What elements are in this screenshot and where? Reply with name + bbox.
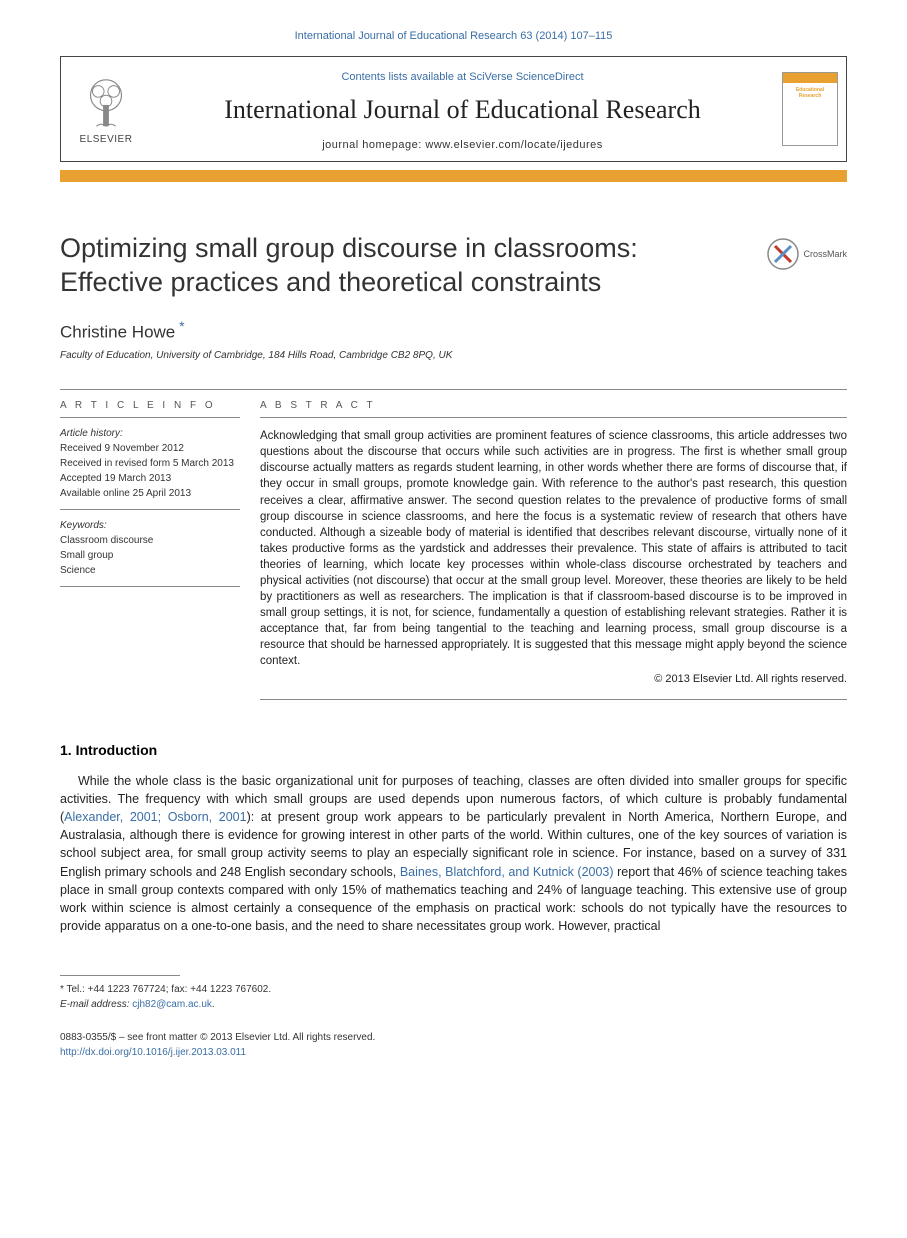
journal-header-box: ELSEVIER Contents lists available at Sci… (60, 56, 847, 162)
crossmark-label: CrossMark (803, 249, 847, 259)
footnote-block: * Tel.: +44 1223 767724; fax: +44 1223 7… (60, 982, 847, 1012)
author-name: Christine Howe * (60, 318, 847, 343)
revised-date: Received in revised form 5 March 2013 (60, 456, 240, 471)
keyword-1: Classroom discourse (60, 533, 240, 548)
orange-divider-bar (60, 170, 847, 182)
article-title: Optimizing small group discourse in clas… (60, 232, 747, 300)
elsevier-logo: ELSEVIER (61, 57, 151, 161)
author-affiliation: Faculty of Education, University of Camb… (60, 350, 847, 361)
journal-cover-thumb: Educational Research (774, 57, 846, 161)
homepage-prefix: journal homepage: (322, 139, 425, 151)
received-date: Received 9 November 2012 (60, 441, 240, 456)
homepage-url[interactable]: www.elsevier.com/locate/ijedures (425, 139, 602, 151)
keywords-label: Keywords: (60, 518, 240, 533)
author-footnote-marker: * (175, 318, 184, 334)
crossmark-icon (767, 238, 799, 270)
article-info-heading: A R T I C L E I N F O (60, 390, 240, 417)
author-text: Christine Howe (60, 322, 175, 341)
online-date: Available online 25 April 2013 (60, 486, 240, 501)
accepted-date: Accepted 19 March 2013 (60, 471, 240, 486)
author-tel: * Tel.: +44 1223 767724; fax: +44 1223 7… (60, 982, 847, 997)
sciencedirect-link[interactable]: SciVerse ScienceDirect (469, 71, 583, 83)
footnote-divider (60, 975, 180, 976)
abstract-text: Acknowledging that small group activitie… (260, 417, 847, 687)
elsevier-tree-icon (77, 74, 135, 132)
article-info-column: A R T I C L E I N F O Article history: R… (60, 390, 260, 700)
abstract-column: A B S T R A C T Acknowledging that small… (260, 390, 847, 700)
footer-info: 0883-0355/$ – see front matter © 2013 El… (60, 1030, 847, 1060)
citation-baines[interactable]: Baines, Blatchford, and Kutnick (2003) (400, 865, 614, 879)
email-label: E-mail address: (60, 999, 129, 1010)
cover-title-text: Educational Research (783, 83, 837, 103)
journal-title-area: Contents lists available at SciVerse Sci… (151, 57, 774, 161)
keyword-3: Science (60, 563, 240, 578)
journal-reference: International Journal of Educational Res… (60, 30, 847, 42)
introduction-paragraph: While the whole class is the basic organ… (60, 772, 847, 935)
contents-list-text: Contents lists available at SciVerse Sci… (159, 71, 766, 83)
article-history-block: Article history: Received 9 November 201… (60, 417, 240, 509)
abstract-copyright: © 2013 Elsevier Ltd. All rights reserved… (260, 672, 847, 687)
author-email[interactable]: cjh82@cam.ac.uk (132, 999, 212, 1010)
abstract-body: Acknowledging that small group activitie… (260, 430, 847, 667)
doi-link[interactable]: http://dx.doi.org/10.1016/j.ijer.2013.03… (60, 1045, 847, 1060)
abstract-heading: A B S T R A C T (260, 390, 847, 417)
journal-homepage: journal homepage: www.elsevier.com/locat… (159, 139, 766, 151)
introduction-heading: 1. Introduction (60, 742, 847, 758)
crossmark-badge[interactable]: CrossMark (767, 238, 847, 270)
contents-prefix: Contents lists available at (341, 71, 469, 83)
citation-alexander-osborn[interactable]: Alexander, 2001; Osborn, 2001 (64, 810, 246, 824)
elsevier-label: ELSEVIER (80, 134, 133, 145)
abstract-bottom-divider (260, 699, 847, 700)
journal-title: International Journal of Educational Res… (159, 95, 766, 125)
keywords-block: Keywords: Classroom discourse Small grou… (60, 509, 240, 587)
keyword-2: Small group (60, 548, 240, 563)
issn-copyright: 0883-0355/$ – see front matter © 2013 El… (60, 1030, 847, 1045)
history-label: Article history: (60, 426, 240, 441)
